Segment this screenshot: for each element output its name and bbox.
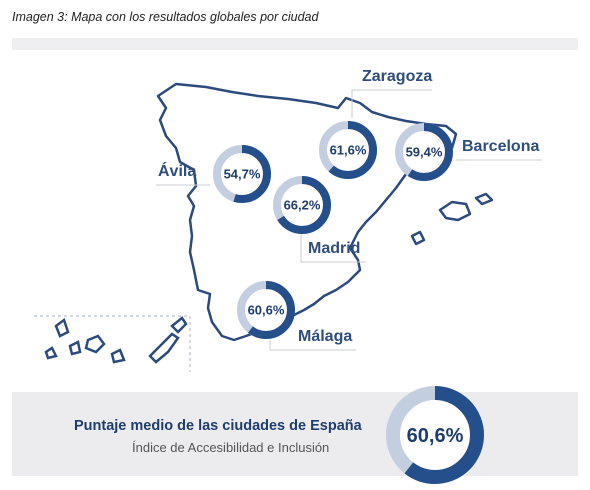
canary-island-4	[84, 334, 106, 354]
average-ring: 60,6%	[386, 386, 484, 484]
city-madrid-ring-label: 66,2%	[284, 198, 321, 213]
city-label-madrid: Madrid	[308, 240, 361, 257]
average-title: Puntaje medio de las ciudades de España	[74, 418, 362, 434]
canary-island-5	[110, 348, 126, 364]
balearic-mallorca	[438, 200, 472, 222]
malaga-connector	[269, 340, 356, 351]
image-caption: Imagen 3: Mapa con los resultados global…	[12, 10, 319, 24]
average-subtitle: Índice de Accesibilidad e Inclusión	[132, 440, 330, 455]
zaragoza-connector	[351, 89, 432, 118]
city-avila-ring-value	[213, 145, 271, 203]
top-divider-bar	[12, 38, 578, 50]
balearic-ibiza	[410, 230, 426, 246]
average-ring-label: 60,6%	[407, 425, 464, 447]
canary-island-3	[68, 340, 82, 356]
city-barcelona-ring-value	[395, 123, 453, 181]
city-label-zaragoza: Zaragoza	[362, 68, 433, 85]
madrid-connector	[300, 232, 366, 263]
spain-map: 61,6% 59,4% 54,7% 66,2% 60,6%	[34, 82, 542, 372]
city-zaragoza-ring-label: 61,6%	[330, 143, 367, 158]
canary-inset-frame	[34, 315, 191, 372]
city-rings-group: 61,6% 59,4% 54,7% 66,2% 60,6%	[213, 121, 453, 339]
canary-island-2	[44, 346, 58, 360]
canary-island-1	[54, 317, 70, 338]
canary-island-7	[170, 316, 188, 334]
mainland-spain	[156, 82, 458, 342]
city-malaga-ring-value	[237, 281, 295, 339]
city-label-barcelona: Barcelona	[462, 138, 540, 155]
city-malaga-ring-label: 60,6%	[248, 303, 285, 318]
average-ring-svg: 60,6%	[386, 386, 484, 484]
city-label-malaga: Málaga	[298, 328, 353, 345]
city-avila-ring-label: 54,7%	[224, 167, 261, 182]
canary-island-6	[148, 332, 180, 364]
balearic-menorca	[474, 192, 494, 206]
city-madrid-ring-value	[273, 176, 331, 234]
city-barcelona-ring-label: 59,4%	[406, 145, 443, 160]
average-panel	[12, 392, 578, 476]
city-zaragoza-ring-value	[319, 121, 377, 179]
average-ring-value	[386, 386, 484, 484]
city-label-avila: Ávila	[158, 163, 197, 180]
